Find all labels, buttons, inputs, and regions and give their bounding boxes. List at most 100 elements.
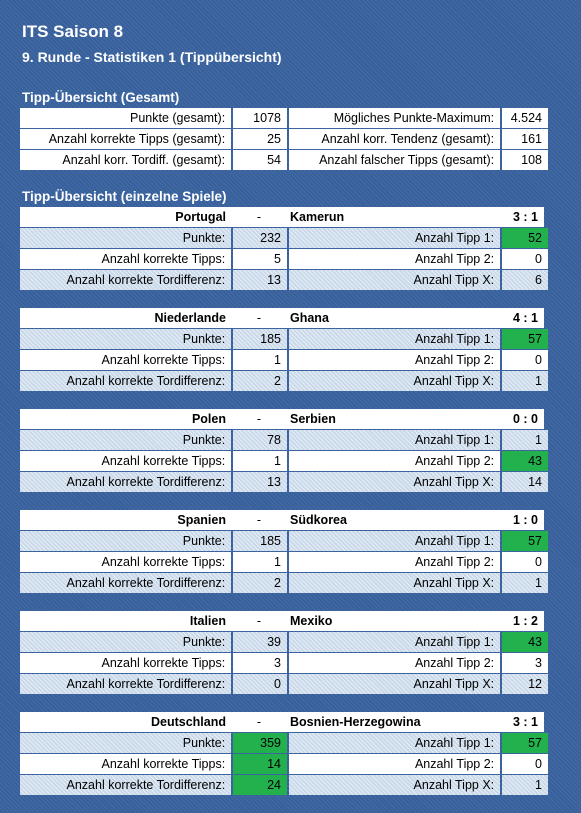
tip-label: Anzahl Tipp 1:: [288, 228, 501, 248]
match-stat-row: Anzahl korrekte Tipps: 1 Anzahl Tipp 2: 0: [20, 552, 548, 572]
match-stat-row: Punkte: 359 Anzahl Tipp 1: 57: [20, 733, 548, 753]
stat-label: Anzahl korrekte Tordifferenz:: [20, 775, 232, 795]
match-score: 1 : 0: [498, 510, 544, 530]
tip-value: 6: [502, 270, 548, 290]
stat-value: 232: [233, 228, 287, 248]
tip-label: Anzahl Tipp X:: [288, 270, 501, 290]
tip-label: Anzahl Tipp 1:: [288, 329, 501, 349]
tip-value: 1: [502, 430, 548, 450]
stat-label: Anzahl korrekte Tipps:: [20, 552, 232, 572]
away-team: Serbien: [286, 409, 498, 429]
tip-label: Anzahl Tipp 2:: [288, 552, 501, 572]
match-stat-row: Punkte: 78 Anzahl Tipp 1: 1: [20, 430, 548, 450]
stat-value: 13: [233, 270, 287, 290]
tip-value: 57: [502, 733, 548, 753]
tip-label: Anzahl Tipp 2:: [288, 653, 501, 673]
overview-row: Punkte (gesamt): 1078 Mögliches Punkte-M…: [20, 108, 548, 128]
tip-value: 0: [502, 754, 548, 774]
stat-label: Punkte:: [20, 430, 232, 450]
match-header-row: Niederlande - Ghana 4 : 1: [20, 308, 548, 328]
overview-row: Anzahl korr. Tordiff. (gesamt): 54 Anzah…: [20, 150, 548, 170]
stat-value: 1: [233, 552, 287, 572]
tip-label: Anzahl Tipp X:: [288, 371, 501, 391]
page-title: ITS Saison 8: [22, 22, 124, 41]
overview-value: 4.524: [502, 108, 548, 128]
tip-value: 52: [502, 228, 548, 248]
tip-label: Anzahl Tipp 1:: [288, 430, 501, 450]
match-dash: -: [232, 510, 286, 530]
tip-value: 57: [502, 329, 548, 349]
home-team: Spanien: [20, 510, 232, 530]
stat-label: Punkte:: [20, 531, 232, 551]
match-stat-row: Anzahl korrekte Tipps: 5 Anzahl Tipp 2: 0: [20, 249, 548, 269]
stat-label: Anzahl korrekte Tordifferenz:: [20, 674, 232, 694]
stat-label: Punkte:: [20, 733, 232, 753]
tip-label: Anzahl Tipp 2:: [288, 754, 501, 774]
match-header-row: Spanien - Südkorea 1 : 0: [20, 510, 548, 530]
match-header-row: Portugal - Kamerun 3 : 1: [20, 207, 548, 227]
home-team: Niederlande: [20, 308, 232, 328]
overview-heading: Tipp-Übersicht (Gesamt): [22, 90, 180, 105]
stat-label: Anzahl korrekte Tipps:: [20, 653, 232, 673]
match-score: 4 : 1: [498, 308, 544, 328]
match-stat-row: Anzahl korrekte Tordifferenz: 24 Anzahl Ti…: [20, 775, 548, 795]
match-header-row: Deutschland - Bosnien-Herzegowina 3 : 1: [20, 712, 548, 732]
stat-label: Punkte:: [20, 632, 232, 652]
match-score: 1 : 2: [498, 611, 544, 631]
overview-value: 1078: [233, 108, 287, 128]
tip-label: Anzahl Tipp X:: [288, 472, 501, 492]
stat-value: 185: [233, 329, 287, 349]
tip-value: 43: [502, 451, 548, 471]
stat-label: Anzahl korrekte Tordifferenz:: [20, 371, 232, 391]
match-header-row: Italien - Mexiko 1 : 2: [20, 611, 548, 631]
tip-label: Anzahl Tipp 1:: [288, 531, 501, 551]
overview-label: Punkte (gesamt):: [20, 108, 232, 128]
match-stat-row: Punkte: 185 Anzahl Tipp 1: 57: [20, 329, 548, 349]
tip-label: Anzahl Tipp 2:: [288, 350, 501, 370]
stat-value: 3: [233, 653, 287, 673]
overview-label: Anzahl korrekte Tipps (gesamt):: [20, 129, 232, 149]
tip-label: Anzahl Tipp X:: [288, 775, 501, 795]
match-stat-row: Punkte: 185 Anzahl Tipp 1: 57: [20, 531, 548, 551]
match-stat-row: Punkte: 39 Anzahl Tipp 1: 43: [20, 632, 548, 652]
overview-value: 54: [233, 150, 287, 170]
overview-label: Anzahl korr. Tendenz (gesamt):: [288, 129, 501, 149]
page-subtitle: 9. Runde - Statistiken 1 (Tippübersicht): [22, 49, 282, 65]
away-team: Kamerun: [286, 207, 498, 227]
stat-value: 0: [233, 674, 287, 694]
tip-value: 1: [502, 573, 548, 593]
overview-value: 161: [502, 129, 548, 149]
match-stat-row: Anzahl korrekte Tipps: 1 Anzahl Tipp 2: 43: [20, 451, 548, 471]
away-team: Südkorea: [286, 510, 498, 530]
stat-value: 1: [233, 451, 287, 471]
match-dash: -: [232, 207, 286, 227]
match-dash: -: [232, 409, 286, 429]
match-score: 3 : 1: [498, 712, 544, 732]
overview-label: Mögliches Punkte-Maximum:: [288, 108, 501, 128]
away-team: Bosnien-Herzegowina: [286, 712, 498, 732]
tip-value: 14: [502, 472, 548, 492]
match-dash: -: [232, 611, 286, 631]
tip-value: 3: [502, 653, 548, 673]
match-stat-row: Anzahl korrekte Tordifferenz: 2 Anzahl Tip…: [20, 573, 548, 593]
stat-label: Punkte:: [20, 329, 232, 349]
match-stat-row: Anzahl korrekte Tordifferenz: 0 Anzahl Tip…: [20, 674, 548, 694]
overview-row: Anzahl korrekte Tipps (gesamt): 25 Anzah…: [20, 129, 548, 149]
match-dash: -: [232, 712, 286, 732]
away-team: Mexiko: [286, 611, 498, 631]
stat-value: 5: [233, 249, 287, 269]
overview-label: Anzahl falscher Tipps (gesamt):: [288, 150, 501, 170]
overview-value: 108: [502, 150, 548, 170]
match-score: 3 : 1: [498, 207, 544, 227]
tip-value: 43: [502, 632, 548, 652]
tip-value: 1: [502, 371, 548, 391]
tip-value: 57: [502, 531, 548, 551]
stat-value: 13: [233, 472, 287, 492]
tip-label: Anzahl Tipp 1:: [288, 733, 501, 753]
match-stat-row: Anzahl korrekte Tordifferenz: 13 Anzahl Ti…: [20, 472, 548, 492]
tip-label: Anzahl Tipp X:: [288, 573, 501, 593]
tip-label: Anzahl Tipp 2:: [288, 451, 501, 471]
stat-label: Anzahl korrekte Tipps:: [20, 451, 232, 471]
stat-value: 185: [233, 531, 287, 551]
stat-value: 14: [233, 754, 287, 774]
